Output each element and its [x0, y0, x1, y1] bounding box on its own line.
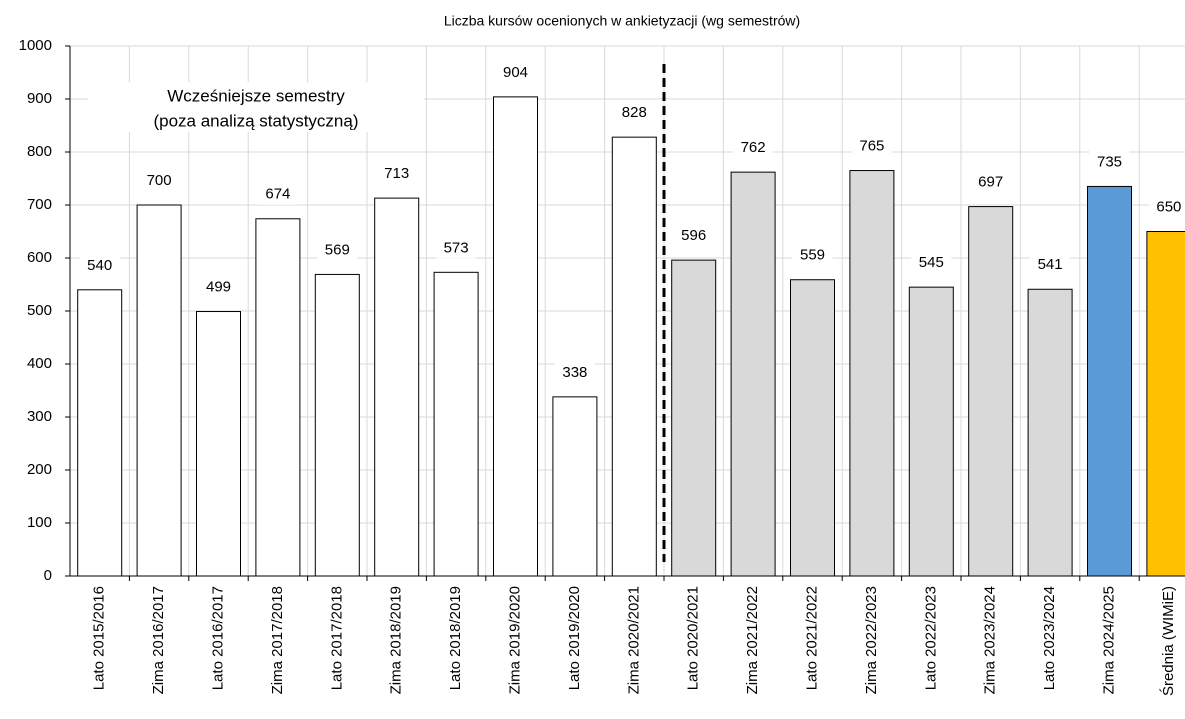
value-label: 569	[325, 241, 350, 258]
bar	[790, 279, 835, 577]
annotation-box	[88, 82, 424, 132]
value-label: 338	[562, 364, 587, 381]
bar	[611, 136, 657, 577]
value-label: 700	[147, 172, 172, 189]
value-label: 545	[919, 254, 944, 271]
value-label-bg	[1089, 150, 1130, 173]
x-tick-label: Lato 2015/2016	[91, 586, 108, 690]
x-tick-label: Zima 2019/2020	[506, 586, 523, 694]
x-tick-label: Lato 2018/2019	[447, 586, 464, 690]
annotation-text: (poza analizą statystyczną)	[153, 111, 358, 130]
value-label-bg	[792, 243, 833, 266]
value-label-bg	[673, 224, 714, 247]
value-label-bg	[436, 236, 477, 259]
bar	[255, 218, 301, 577]
value-label-bg	[1148, 195, 1185, 218]
y-tick-label: 600	[27, 249, 52, 266]
bar	[314, 273, 360, 577]
value-label-bg	[614, 101, 655, 124]
chart-title: Liczba kursów ocenionych w ankietyzacji …	[444, 13, 800, 29]
x-tick-label: Lato 2016/2017	[209, 586, 226, 690]
x-tick-label: Lato 2021/2022	[803, 586, 820, 690]
x-tick-label: Zima 2024/2025	[1100, 586, 1117, 694]
bar	[433, 271, 479, 577]
bar	[1087, 185, 1132, 577]
value-label-bg	[851, 134, 892, 157]
y-tick-label: 700	[27, 196, 52, 213]
y-tick-label: 400	[27, 355, 52, 372]
bar	[849, 170, 895, 577]
x-tick-label: Zima 2020/2021	[625, 586, 642, 694]
value-label: 499	[206, 278, 231, 295]
value-label-bg	[495, 60, 536, 83]
bar	[968, 206, 1014, 577]
value-label: 828	[622, 104, 647, 121]
x-tick-label: Zima 2017/2018	[269, 586, 286, 694]
x-tick-label: Lato 2020/2021	[685, 586, 702, 690]
value-label: 541	[1038, 256, 1063, 273]
value-label: 650	[1156, 198, 1181, 215]
bar	[196, 311, 241, 577]
value-label-bg	[733, 136, 774, 159]
bar	[1027, 288, 1073, 577]
value-label: 674	[265, 186, 290, 203]
value-label-bg	[1030, 253, 1071, 276]
x-tick-label: Lato 2022/2023	[922, 586, 939, 690]
bar	[671, 259, 717, 577]
value-label-bg	[79, 253, 120, 276]
x-tick-label: Średnia (WIMiE)	[1159, 586, 1177, 696]
bar	[374, 197, 420, 577]
y-tick-label: 100	[27, 514, 52, 531]
bar	[908, 286, 954, 577]
value-label: 904	[503, 64, 528, 81]
bar	[730, 171, 776, 577]
x-tick-label: Zima 2023/2024	[982, 586, 999, 694]
value-label-bg	[970, 170, 1011, 193]
value-label-bg	[139, 169, 180, 191]
value-label: 697	[978, 174, 1003, 191]
x-tick-label: Zima 2022/2023	[863, 586, 880, 694]
x-tick-label: Lato 2023/2024	[1041, 586, 1058, 690]
value-label: 762	[741, 139, 766, 156]
value-label-bg	[317, 238, 358, 261]
x-tick-label: Zima 2016/2017	[150, 586, 167, 694]
x-tick-label: Zima 2021/2022	[744, 586, 761, 694]
value-label: 559	[800, 247, 825, 264]
value-label-bg	[198, 275, 239, 298]
y-tick-label: 500	[27, 302, 52, 319]
value-label: 596	[681, 227, 706, 244]
bar	[493, 96, 538, 577]
bar	[136, 204, 182, 577]
y-tick-label: 900	[27, 90, 52, 107]
y-tick-label: 200	[27, 461, 52, 478]
value-label-bg	[257, 182, 298, 205]
bar	[77, 289, 123, 577]
y-tick-label: 1000	[19, 37, 52, 54]
y-tick-label: 300	[27, 408, 52, 425]
x-tick-label: Lato 2017/2018	[328, 586, 345, 690]
value-label: 765	[859, 138, 884, 155]
bar	[552, 396, 598, 577]
value-label: 573	[444, 239, 469, 256]
x-tick-label: Lato 2019/2020	[566, 586, 583, 690]
bar	[1146, 231, 1185, 577]
value-label-bg	[376, 162, 417, 185]
y-tick-label: 800	[27, 143, 52, 160]
value-label: 540	[87, 257, 112, 274]
value-label: 735	[1097, 153, 1122, 170]
x-tick-label: Zima 2018/2019	[388, 586, 405, 694]
value-label-bg	[554, 360, 595, 383]
y-tick-label: 0	[44, 567, 52, 584]
value-label: 713	[384, 165, 409, 182]
annotation-text: Wcześniejsze semestry	[167, 86, 345, 105]
value-label-bg	[911, 251, 952, 274]
